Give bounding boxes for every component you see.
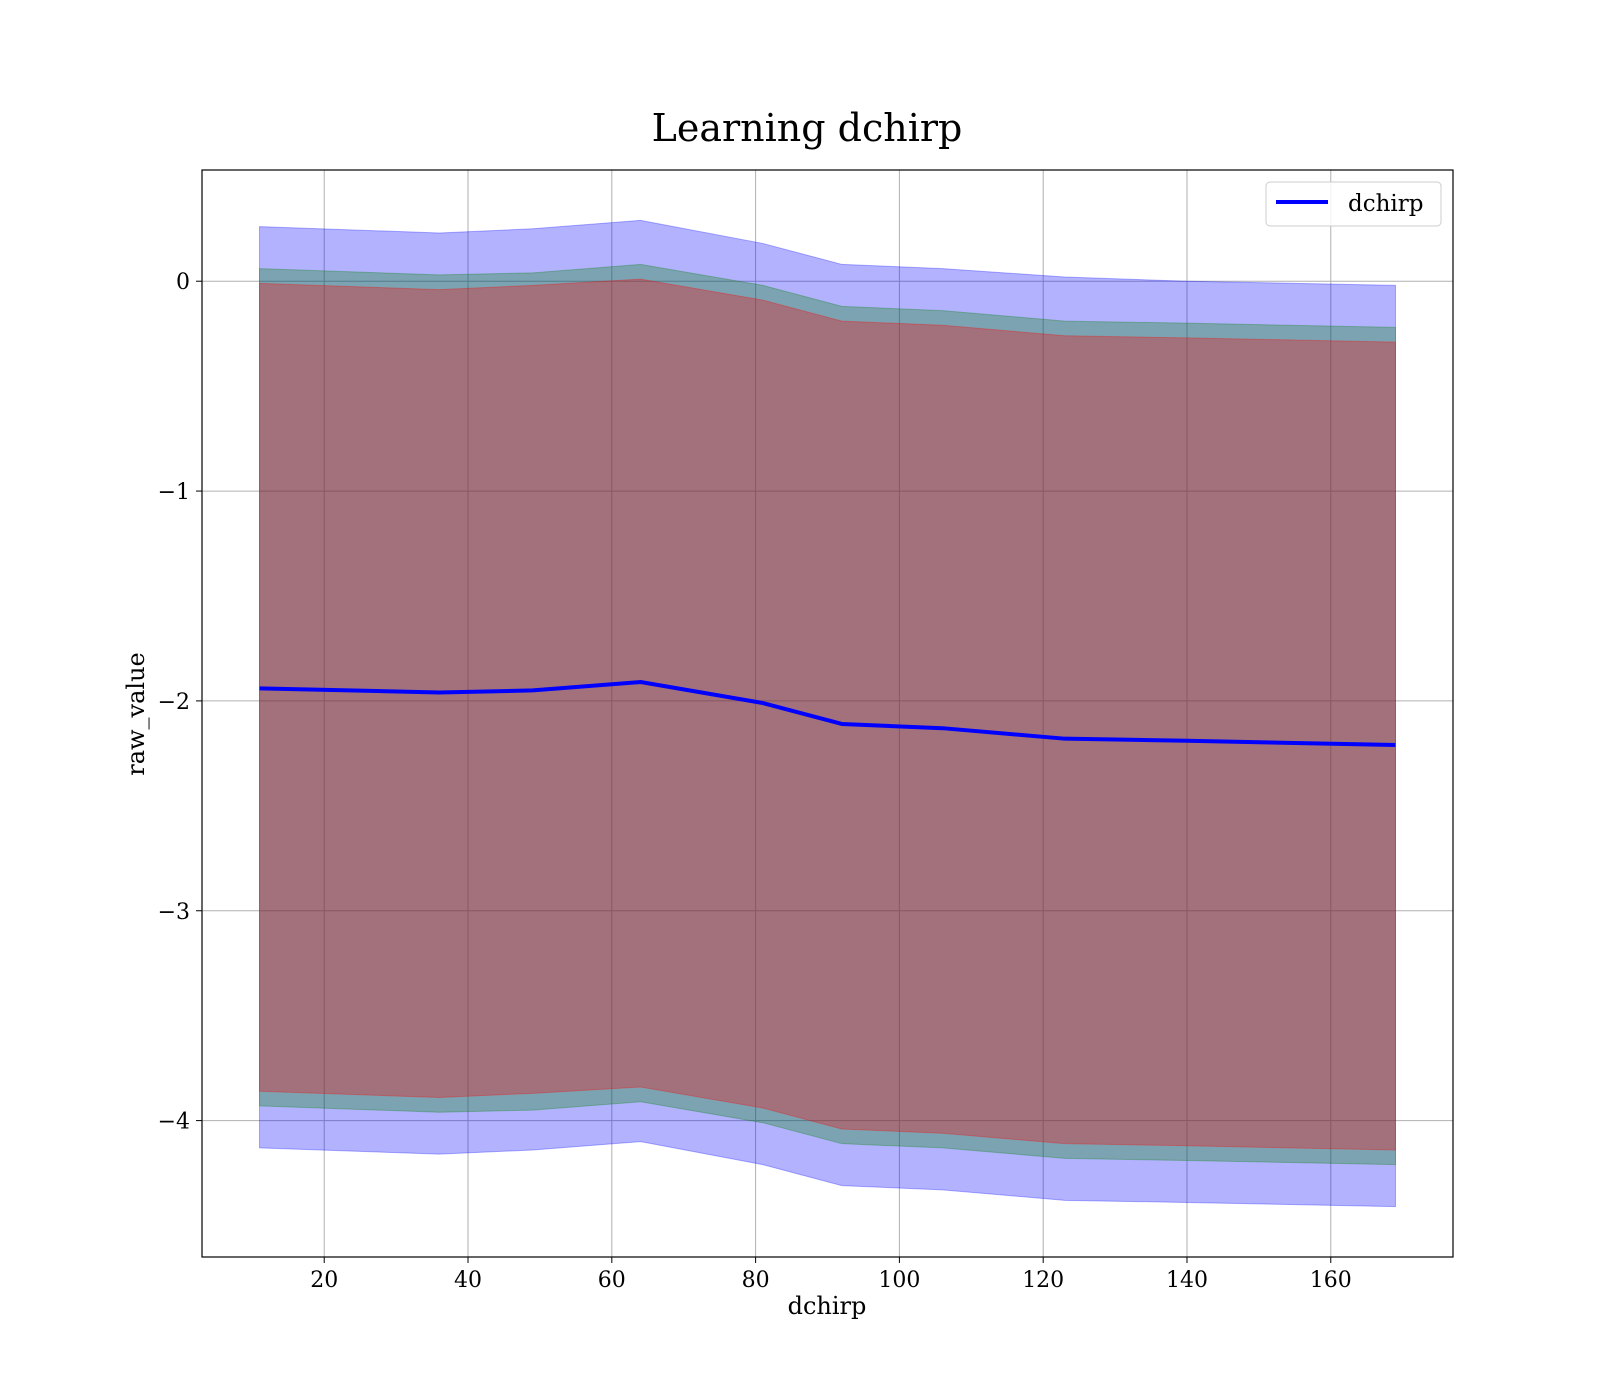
y-axis-ticks: 0 −1 −2 −3 −4	[158, 270, 202, 1135]
x-tick-label: 40	[454, 1268, 482, 1293]
grid-lines	[202, 170, 1453, 1257]
x-tick-label: 140	[1166, 1268, 1208, 1293]
x-tick-label: 100	[878, 1268, 920, 1293]
chart-title: Learning dchirp	[652, 106, 963, 150]
x-tick-label: 60	[598, 1268, 626, 1293]
x-tick-label: 160	[1310, 1268, 1352, 1293]
legend-label: dchirp	[1348, 191, 1424, 217]
x-tick-label: 120	[1022, 1268, 1064, 1293]
x-axis-ticks: 20 40 60 80 100 120 140 160	[310, 1257, 1352, 1293]
series-line-dchirp	[259, 680, 1396, 747]
confidence-bands	[259, 219, 1396, 1208]
band-inner	[259, 278, 1396, 1151]
legend: dchirp	[1265, 181, 1442, 227]
plot-frame	[201, 169, 1454, 1258]
y-tick-label: −1	[158, 480, 190, 505]
y-tick-label: −4	[158, 1110, 190, 1135]
x-tick-label: 20	[310, 1268, 338, 1293]
x-tick-label: 80	[742, 1268, 770, 1293]
y-axis-label: raw_value	[122, 652, 150, 776]
band-outer	[259, 219, 1396, 1208]
series-lines	[259, 680, 1396, 747]
y-tick-label: −2	[158, 690, 190, 715]
band-middle	[259, 263, 1396, 1166]
y-tick-label: 0	[176, 270, 190, 295]
x-axis-label: dchirp	[788, 1292, 867, 1320]
y-tick-label: −3	[158, 900, 190, 925]
legend-box	[1265, 181, 1442, 227]
